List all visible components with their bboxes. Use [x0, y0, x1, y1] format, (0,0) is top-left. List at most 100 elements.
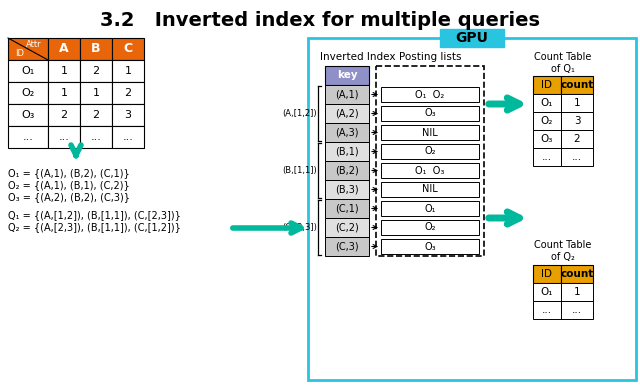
Text: O₂: O₂ [424, 223, 436, 233]
Bar [325, 123, 369, 142]
Bar [112, 104, 144, 126]
Text: 3: 3 [573, 116, 580, 126]
Bar [325, 104, 369, 123]
Text: O₁: O₁ [21, 66, 35, 76]
Text: ID: ID [541, 269, 552, 279]
Text: ...: ... [22, 132, 33, 142]
Bar [561, 112, 593, 130]
Text: Inverted Index: Inverted Index [320, 52, 396, 62]
Text: O₁: O₁ [541, 287, 553, 297]
Text: 2: 2 [573, 134, 580, 144]
Bar [381, 106, 479, 121]
Text: count: count [561, 269, 594, 279]
Bar [8, 126, 48, 148]
Bar [381, 220, 479, 235]
Text: Attr: Attr [26, 39, 42, 49]
Text: (C,2): (C,2) [335, 223, 359, 233]
Text: 3.2   Inverted index for multiple queries: 3.2 Inverted index for multiple queries [100, 11, 540, 30]
Bar [381, 144, 479, 159]
Bar [533, 130, 561, 148]
Text: 2: 2 [124, 88, 132, 98]
Bar [80, 38, 112, 60]
Text: (A,[1,2]): (A,[1,2]) [282, 109, 317, 118]
Bar [381, 182, 479, 197]
Text: Q₂ = {(A,[2,3]), (B,[1,1]), (C,[1,2])}: Q₂ = {(A,[2,3]), (B,[1,1]), (C,[1,2])} [8, 222, 181, 232]
Bar [112, 82, 144, 104]
Text: O₃: O₃ [424, 241, 436, 252]
Bar [376, 66, 484, 256]
Text: (C,1): (C,1) [335, 204, 359, 214]
Text: (A,2): (A,2) [335, 108, 359, 118]
Text: GPU: GPU [456, 31, 488, 45]
Text: O₁  O₂: O₁ O₂ [415, 89, 445, 99]
Bar [325, 142, 369, 161]
Text: ...: ... [572, 152, 582, 162]
Bar [381, 125, 479, 140]
Text: O₂: O₂ [424, 147, 436, 156]
Text: Posting lists: Posting lists [399, 52, 461, 62]
Bar [8, 38, 48, 60]
Bar [561, 265, 593, 283]
Text: O₁  O₃: O₁ O₃ [415, 166, 445, 175]
Text: Q₁ = {(A,[1,2]), (B,[1,1]), (C,[2,3])}: Q₁ = {(A,[1,2]), (B,[1,1]), (C,[2,3])} [8, 210, 181, 220]
Bar [533, 265, 561, 283]
Bar [533, 283, 561, 301]
Text: B: B [92, 43, 100, 55]
Bar [561, 148, 593, 166]
Text: ...: ... [572, 305, 582, 315]
Bar [561, 76, 593, 94]
Bar [533, 301, 561, 319]
Bar [80, 104, 112, 126]
Bar [112, 60, 144, 82]
Text: O₃ = {(A,2), (B,2), (C,3)}: O₃ = {(A,2), (B,2), (C,3)} [8, 192, 130, 202]
Text: ...: ... [542, 305, 552, 315]
Text: (A,1): (A,1) [335, 89, 359, 99]
Bar [48, 104, 80, 126]
Text: O₂ = {(A,1), (B,1), (C,2)}: O₂ = {(A,1), (B,1), (C,2)} [8, 180, 130, 190]
Text: O₃: O₃ [541, 134, 553, 144]
Text: NIL: NIL [422, 127, 438, 137]
Text: ...: ... [91, 132, 101, 142]
Text: (C,[2,3]): (C,[2,3]) [282, 223, 317, 232]
Text: (C,3): (C,3) [335, 241, 359, 252]
Bar [533, 112, 561, 130]
Text: count: count [561, 80, 594, 90]
Text: 1: 1 [93, 88, 99, 98]
Text: O₂: O₂ [541, 116, 553, 126]
Text: 1: 1 [125, 66, 131, 76]
Text: O₁: O₁ [541, 98, 553, 108]
Text: (B,3): (B,3) [335, 185, 359, 195]
Bar [112, 38, 144, 60]
Bar [325, 237, 369, 256]
Text: 1: 1 [61, 66, 67, 76]
Bar [561, 130, 593, 148]
Bar [308, 38, 636, 380]
Text: (B,1): (B,1) [335, 147, 359, 156]
Text: C: C [124, 43, 132, 55]
Bar [48, 38, 80, 60]
Text: O₁ = {(A,1), (B,2), (C,1)}: O₁ = {(A,1), (B,2), (C,1)} [8, 168, 130, 178]
Text: O₃: O₃ [424, 108, 436, 118]
Text: O₃: O₃ [21, 110, 35, 120]
Bar [325, 66, 369, 85]
Bar [80, 60, 112, 82]
Text: O₂: O₂ [21, 88, 35, 98]
Bar [533, 148, 561, 166]
Text: 1: 1 [61, 88, 67, 98]
Bar [80, 126, 112, 148]
Bar [533, 76, 561, 94]
Text: (A,3): (A,3) [335, 127, 359, 137]
Bar [48, 82, 80, 104]
Bar [8, 104, 48, 126]
Bar [533, 94, 561, 112]
Text: Count Table
of Q₂: Count Table of Q₂ [534, 240, 592, 262]
Bar [325, 161, 369, 180]
Bar [381, 87, 479, 102]
Bar [325, 180, 369, 199]
Text: A: A [59, 43, 69, 55]
Bar [48, 60, 80, 82]
Text: 1: 1 [573, 98, 580, 108]
Bar [561, 301, 593, 319]
Text: 2: 2 [60, 110, 68, 120]
Text: ...: ... [542, 152, 552, 162]
